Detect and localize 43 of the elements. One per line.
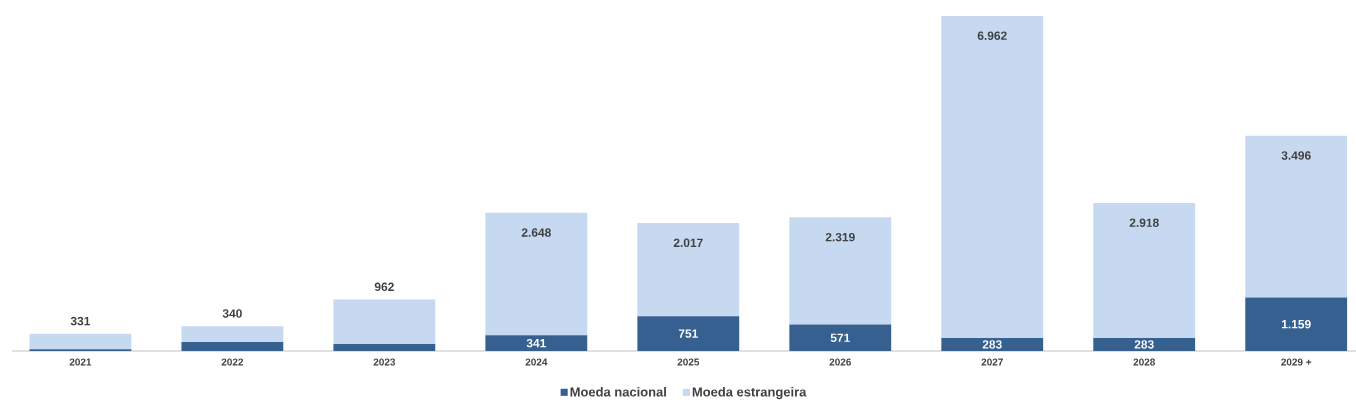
x-tick-label: 2024	[525, 358, 548, 366]
bar	[637, 223, 740, 317]
legend-label: Moeda nacional	[570, 387, 666, 397]
bar	[181, 341, 284, 351]
bar	[333, 299, 436, 345]
x-tick-label: 2028	[1133, 358, 1155, 366]
bar	[333, 344, 436, 351]
data-label: 3.496	[1281, 151, 1311, 160]
bar	[637, 316, 740, 351]
x-tick-label: 2023	[373, 358, 396, 366]
x-tick-label: 2021	[69, 358, 92, 366]
data-label: 6.962	[977, 31, 1007, 40]
data-label: 341	[526, 338, 546, 348]
data-label: 340	[222, 309, 242, 318]
x-tick-label: 2026	[829, 358, 851, 366]
data-label: 283	[1134, 340, 1154, 349]
bar	[1245, 297, 1348, 351]
x-tick-label: 2029 +	[1281, 358, 1312, 366]
data-label: 283	[982, 340, 1002, 349]
data-label: 2.319	[825, 232, 855, 242]
bar	[941, 337, 1044, 351]
data-label: 331	[70, 316, 91, 326]
data-label: 751	[678, 329, 698, 338]
x-tick-label: 2025	[677, 358, 700, 366]
bar	[1093, 337, 1196, 351]
data-label: 2.017	[673, 238, 703, 247]
data-label: 2.648	[521, 228, 551, 237]
bar	[485, 212, 588, 336]
data-label: 962	[374, 282, 394, 292]
data-label: 1.159	[1281, 319, 1311, 329]
legend-label: Moeda estrangeira	[692, 387, 807, 400]
bar	[789, 324, 892, 351]
bar	[181, 326, 284, 342]
bar	[1245, 135, 1348, 298]
bar	[1093, 202, 1196, 338]
data-label: 2.918	[1129, 218, 1159, 227]
x-tick-label: 2022	[221, 358, 244, 366]
x-tick-label: 2027	[981, 358, 1003, 366]
data-label: 571	[830, 333, 850, 342]
bar	[789, 217, 892, 325]
bar	[941, 15, 1044, 338]
bar	[29, 333, 132, 350]
bar	[485, 335, 588, 351]
